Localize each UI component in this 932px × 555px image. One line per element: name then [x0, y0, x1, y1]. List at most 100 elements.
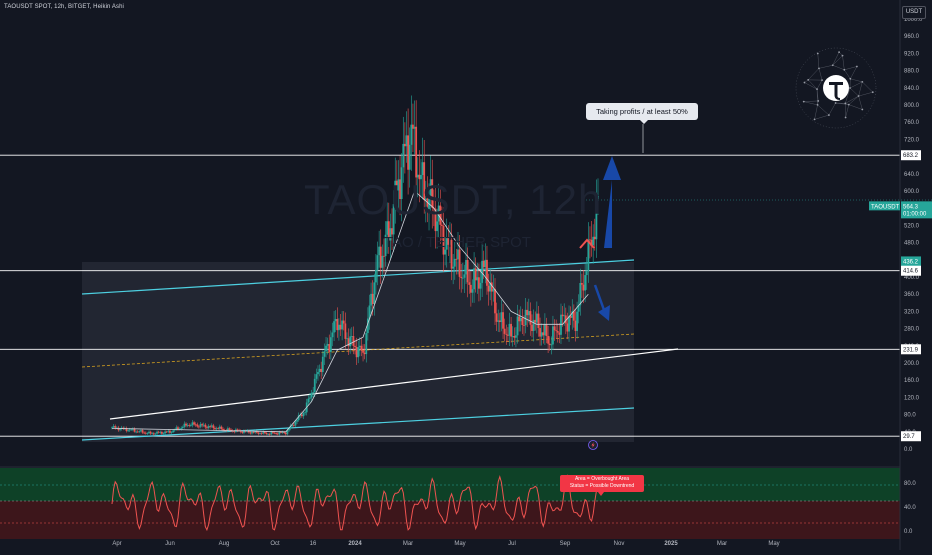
candle-body — [217, 428, 219, 429]
candle-body — [567, 323, 569, 331]
candle-body — [589, 239, 591, 240]
lightning-icon[interactable] — [589, 441, 598, 450]
candle-body — [549, 344, 551, 345]
candle-body — [576, 312, 578, 331]
candle-body — [526, 310, 528, 315]
candle-body — [169, 431, 171, 433]
time-tick-label: Jul — [508, 541, 516, 547]
candle-body — [528, 311, 530, 315]
candle-body — [338, 325, 340, 330]
candle-body — [552, 326, 554, 344]
price-tick-label: 0.0 — [904, 447, 913, 453]
candle-body — [523, 325, 525, 326]
candle-body — [370, 294, 372, 306]
candle-body — [204, 425, 206, 428]
candle-body — [314, 379, 316, 392]
candle-body — [129, 430, 131, 431]
candle-body — [211, 425, 213, 426]
candle-body — [455, 259, 457, 260]
candle-body — [282, 432, 284, 433]
candle-body — [135, 432, 137, 433]
candle-body — [171, 432, 173, 433]
candle-body — [335, 319, 337, 321]
candle-body — [473, 268, 475, 289]
candle-body — [365, 333, 367, 354]
candle-body — [501, 312, 503, 322]
candle-body — [330, 337, 332, 352]
candle-body — [346, 338, 348, 339]
candle-body — [462, 278, 464, 279]
candle-body — [163, 433, 165, 434]
candle-body — [361, 346, 363, 351]
candle-body — [209, 426, 211, 427]
candle-body — [322, 357, 324, 372]
candle-body — [241, 432, 243, 433]
candle-body — [362, 351, 364, 353]
price-tick-label: 280.0 — [904, 327, 920, 333]
candle-body — [349, 336, 351, 346]
price-tick-label: 120.0 — [904, 395, 920, 401]
level-value: 436.2 — [903, 259, 919, 265]
candle-body — [581, 283, 583, 285]
candle-body — [325, 346, 327, 352]
candle-body — [364, 353, 366, 354]
candle-body — [452, 267, 454, 269]
candle-body — [525, 310, 527, 325]
candle-body — [357, 347, 359, 357]
candle-body — [441, 225, 443, 226]
candle-body — [311, 393, 313, 398]
candle-body — [515, 335, 517, 337]
candle-body — [156, 432, 158, 434]
candle-body — [554, 326, 556, 330]
candle-body — [592, 237, 594, 246]
candle-body — [320, 369, 322, 372]
candle-body — [130, 430, 132, 431]
candle-body — [148, 432, 150, 433]
overbought-zone — [0, 468, 900, 501]
candle-body — [409, 145, 411, 170]
candle-body — [208, 426, 210, 428]
price-marker: 436.2 — [901, 256, 921, 266]
currency-button[interactable]: USDT — [902, 6, 926, 19]
candle-body — [180, 428, 182, 429]
time-tick-label: Nov — [614, 541, 625, 547]
candle-body — [119, 429, 121, 430]
oscillator-note-line1: Area = Overbought Area — [560, 476, 644, 483]
candle-body — [383, 256, 385, 257]
candle-body — [253, 432, 255, 433]
candle-body — [541, 332, 543, 336]
candle-body — [206, 427, 208, 428]
candle-body — [509, 324, 511, 336]
candle-body — [195, 424, 197, 425]
price-marker: 231.9 — [901, 344, 921, 354]
candle-body — [261, 433, 263, 434]
candle-body — [201, 424, 203, 425]
candle-body — [151, 433, 153, 434]
candle-body — [114, 426, 116, 428]
candle-body — [214, 428, 216, 429]
candle-body — [259, 433, 261, 434]
price-tick-label: 480.0 — [904, 241, 920, 247]
candle-body — [547, 336, 549, 344]
candle-body — [340, 325, 342, 330]
candle-body — [414, 127, 416, 129]
candle-body — [563, 315, 565, 316]
candle-body — [285, 433, 287, 434]
candle-body — [137, 432, 139, 433]
candle-body — [200, 424, 202, 427]
candle-body — [505, 334, 507, 335]
time-tick-label: 2025 — [664, 541, 678, 547]
candle-body — [166, 432, 168, 433]
candle-body — [404, 144, 406, 146]
candle-body — [280, 432, 282, 433]
candle-body — [283, 432, 285, 433]
level-value: 231.9 — [903, 347, 919, 353]
up-arrow — [603, 156, 621, 248]
candle-body — [193, 422, 195, 424]
price-tick-label: 720.0 — [904, 137, 920, 143]
time-tick-label: May — [454, 541, 465, 547]
candle-body — [113, 426, 115, 427]
candle-body — [143, 433, 145, 434]
watermark-name: TAO / TETHER SPOT — [384, 234, 531, 251]
